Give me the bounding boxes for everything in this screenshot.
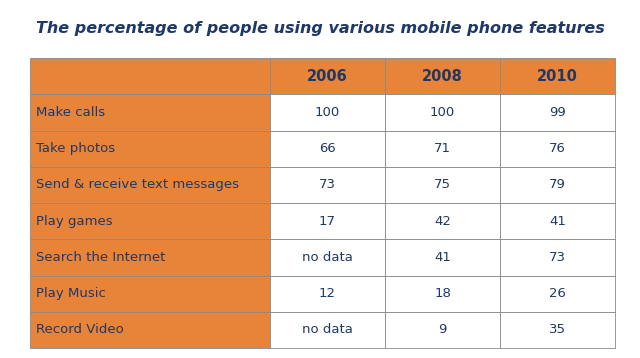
Text: Play games: Play games (36, 215, 113, 228)
Text: 79: 79 (549, 178, 566, 192)
Text: 99: 99 (549, 106, 566, 119)
Text: 35: 35 (549, 323, 566, 337)
Text: 2008: 2008 (422, 69, 463, 84)
Bar (30, 94, 270, 131)
Text: 9: 9 (438, 323, 447, 337)
Bar (385, 276, 500, 312)
Text: The percentage of people using various mobile phone features: The percentage of people using various m… (36, 20, 604, 35)
Bar (270, 131, 385, 167)
Text: Take photos: Take photos (36, 142, 115, 155)
Bar (30, 312, 270, 348)
Bar (500, 312, 615, 348)
Text: 2010: 2010 (537, 69, 578, 84)
Bar (500, 94, 615, 131)
Text: 41: 41 (434, 251, 451, 264)
Bar (500, 167, 615, 203)
Text: 17: 17 (319, 215, 336, 228)
Text: 12: 12 (319, 287, 336, 300)
Text: 73: 73 (549, 251, 566, 264)
Bar (270, 276, 385, 312)
Bar (30, 276, 270, 312)
Text: 100: 100 (430, 106, 455, 119)
Bar (500, 239, 615, 276)
Text: 2006: 2006 (307, 69, 348, 84)
Bar (385, 167, 500, 203)
Text: Search the Internet: Search the Internet (36, 251, 165, 264)
Bar (270, 312, 385, 348)
Text: 73: 73 (319, 178, 336, 192)
Text: 75: 75 (434, 178, 451, 192)
Text: 100: 100 (315, 106, 340, 119)
Text: Send & receive text messages: Send & receive text messages (36, 178, 239, 192)
Bar (500, 203, 615, 239)
Text: 41: 41 (549, 215, 566, 228)
Text: no data: no data (302, 251, 353, 264)
Bar (385, 203, 500, 239)
Bar (385, 94, 500, 131)
Bar (30, 131, 270, 167)
Bar (30, 203, 270, 239)
Text: Record Video: Record Video (36, 323, 124, 337)
Bar (385, 239, 500, 276)
Bar (385, 58, 500, 94)
Text: no data: no data (302, 323, 353, 337)
Text: 42: 42 (434, 215, 451, 228)
Bar (500, 58, 615, 94)
Bar (385, 131, 500, 167)
Text: Play Music: Play Music (36, 287, 106, 300)
Bar (270, 239, 385, 276)
Bar (270, 203, 385, 239)
Bar (30, 239, 270, 276)
Bar (30, 167, 270, 203)
Text: 18: 18 (434, 287, 451, 300)
Bar (500, 276, 615, 312)
Text: Make calls: Make calls (36, 106, 105, 119)
Text: 76: 76 (549, 142, 566, 155)
Text: 26: 26 (549, 287, 566, 300)
Bar (270, 58, 385, 94)
Bar (270, 94, 385, 131)
Bar (385, 312, 500, 348)
Bar (30, 58, 270, 94)
Text: 66: 66 (319, 142, 336, 155)
Bar (500, 131, 615, 167)
Bar (270, 167, 385, 203)
Text: 71: 71 (434, 142, 451, 155)
